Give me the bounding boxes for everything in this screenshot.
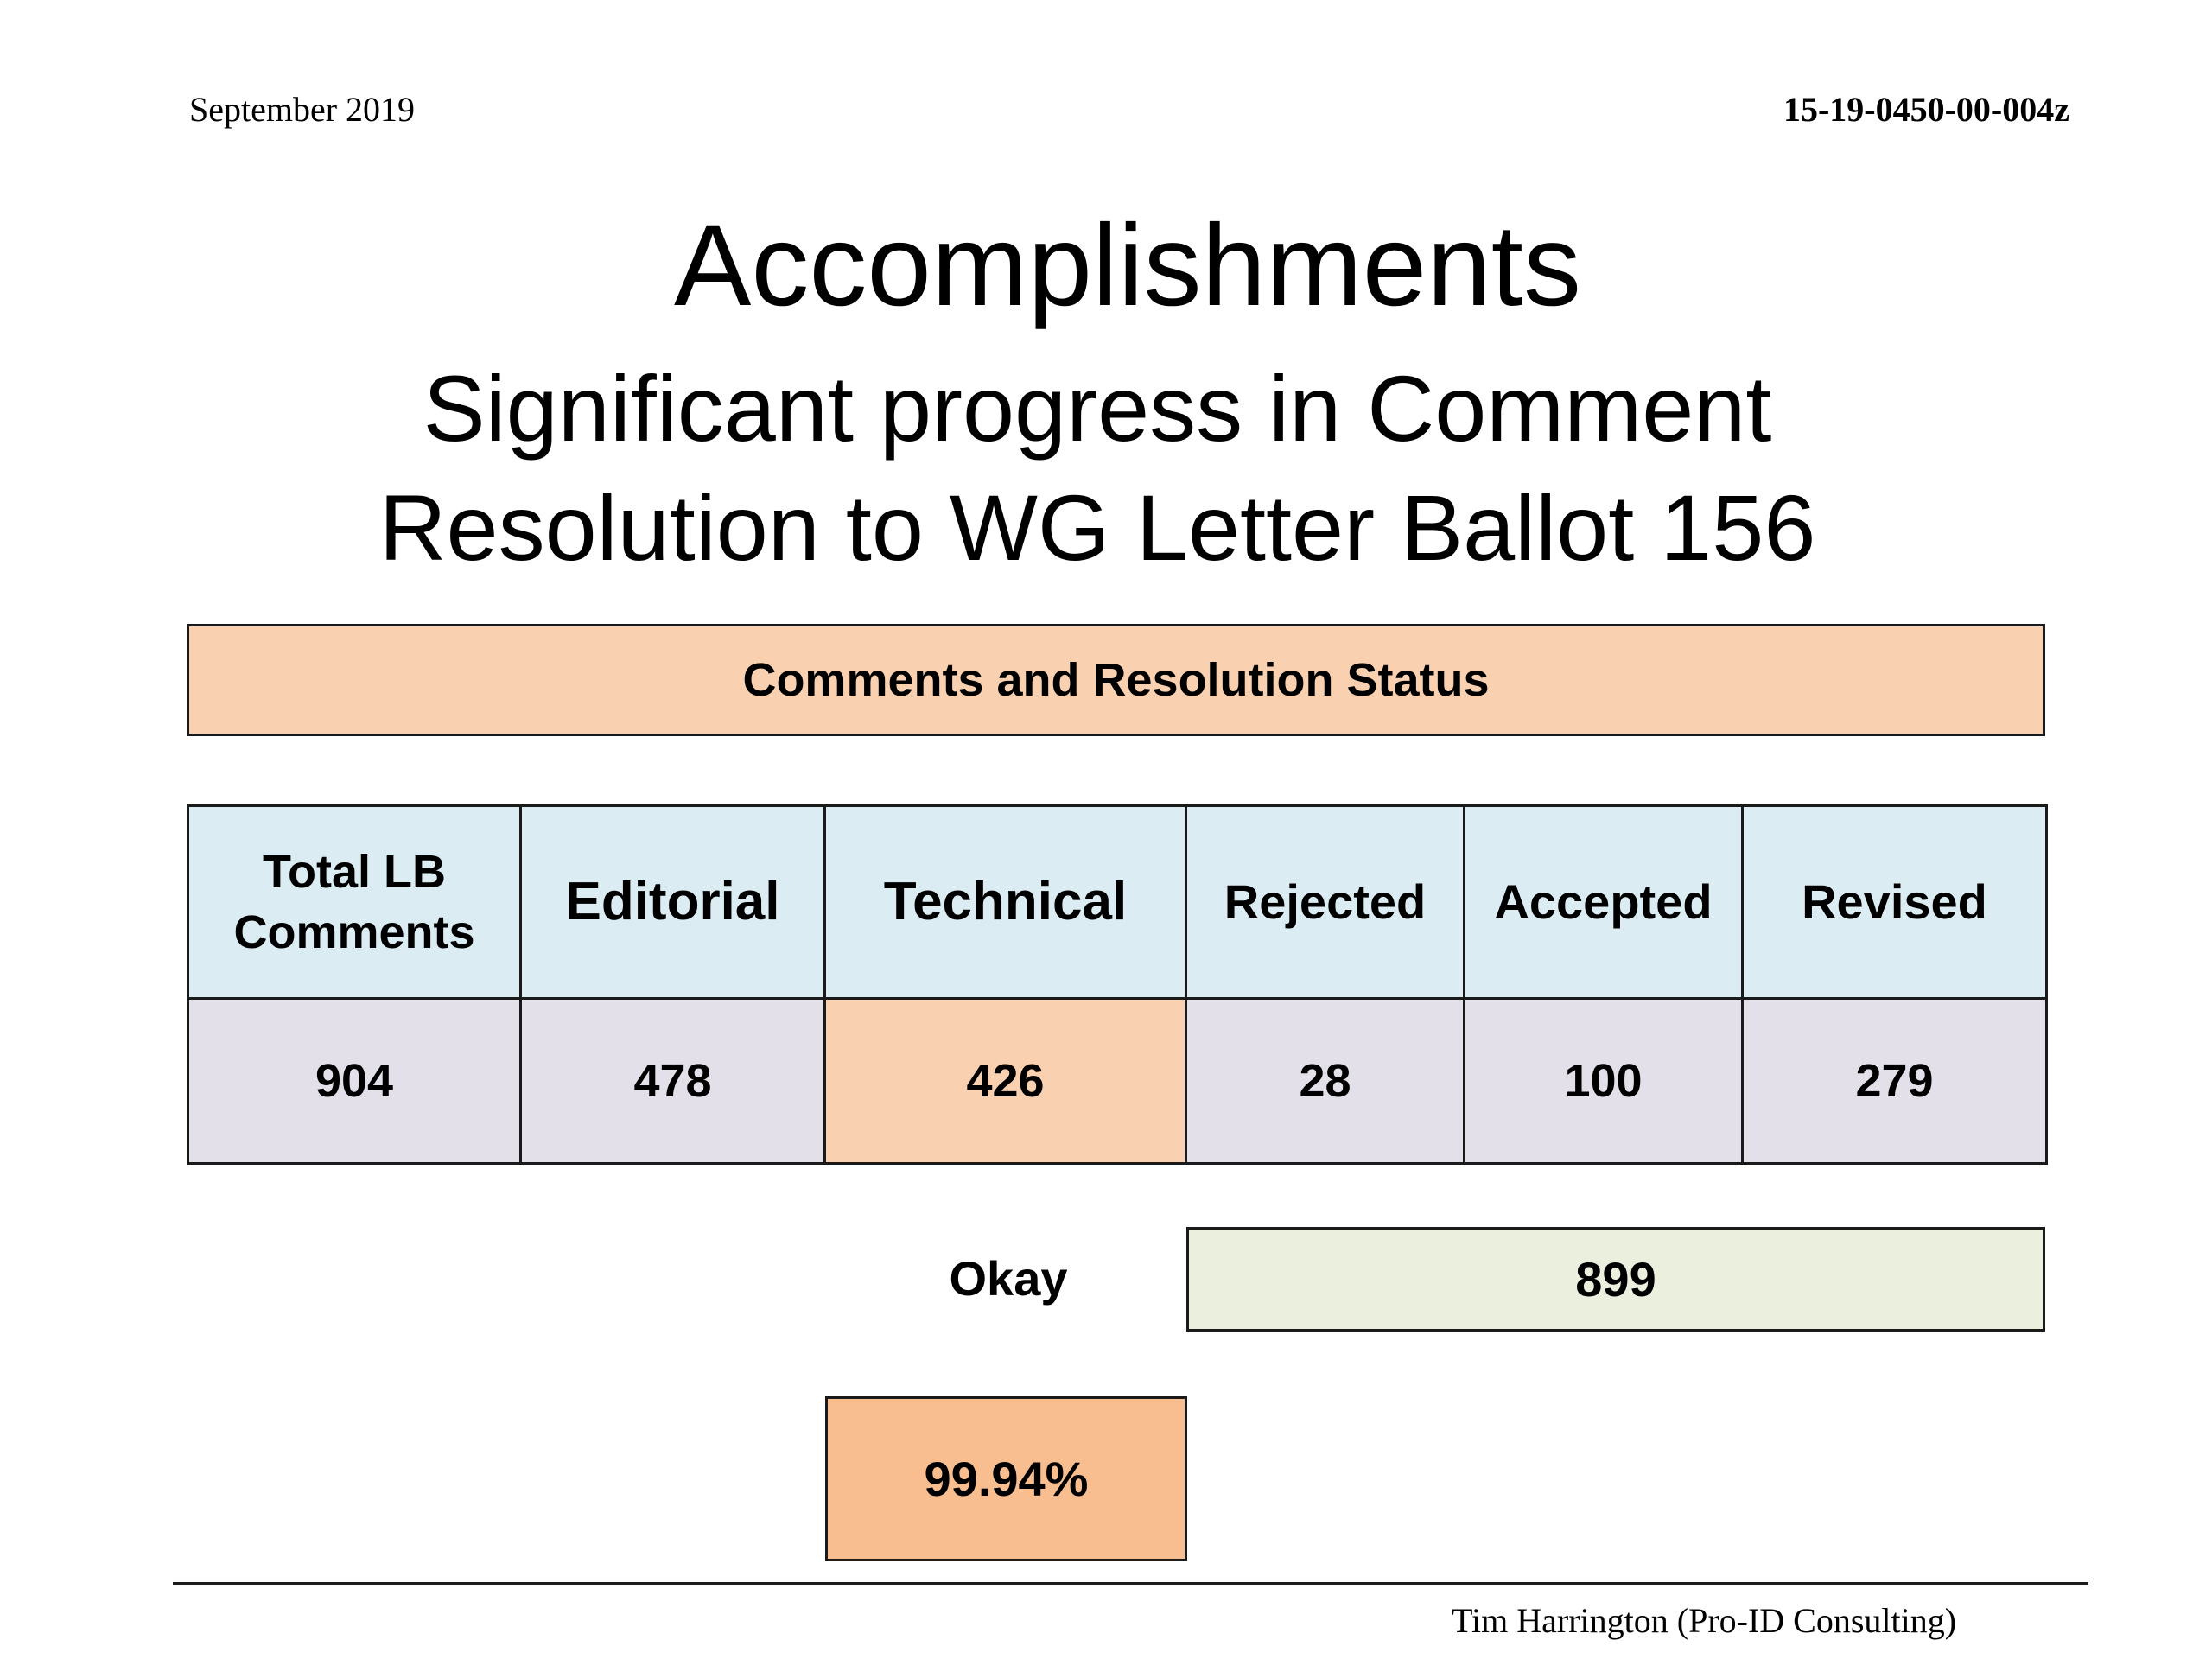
value-technical: 426 (823, 997, 1187, 1165)
okay-value: 899 (1186, 1227, 2045, 1332)
value-total: 904 (187, 997, 522, 1165)
header-editorial: Editorial (519, 804, 826, 1000)
footer-divider (173, 1582, 2088, 1585)
header-accepted: Accepted (1463, 804, 1744, 1000)
status-caption: Comments and Resolution Status (187, 624, 2045, 736)
subtitle-line-1: Significant progress in Comment (423, 356, 1772, 461)
header-revised: Revised (1741, 804, 2048, 1000)
value-accepted: 100 (1463, 997, 1744, 1165)
slide-subtitle: Significant progress in Comment Resoluti… (0, 349, 2195, 588)
footer-author: Tim Harrington (Pro-ID Consulting) (1452, 1601, 1957, 1640)
header-technical: Technical (823, 804, 1187, 1000)
status-table: Total LB Comments Editorial Technical Re… (187, 804, 2048, 1165)
subtitle-line-2: Resolution to WG Letter Ballot 156 (378, 475, 1816, 580)
percent-value: 99.94% (825, 1396, 1187, 1561)
header-date: September 2019 (189, 90, 416, 129)
header-total-line-2: Comments (233, 906, 475, 958)
header-total-line-1: Total LB (263, 846, 446, 898)
value-revised: 279 (1741, 997, 2048, 1165)
table-header-row: Total LB Comments Editorial Technical Re… (187, 804, 2048, 1000)
header-doc-id: 15-19-0450-00-004z (1783, 90, 2069, 129)
header-rejected: Rejected (1185, 804, 1465, 1000)
table-row: 904 478 426 28 100 279 (187, 997, 2048, 1165)
slide-title: Accomplishments (673, 201, 1581, 330)
value-rejected: 28 (1185, 997, 1465, 1165)
value-editorial: 478 (519, 997, 826, 1165)
okay-label: Okay (949, 1251, 1068, 1306)
header-total-comments: Total LB Comments (187, 804, 522, 1000)
